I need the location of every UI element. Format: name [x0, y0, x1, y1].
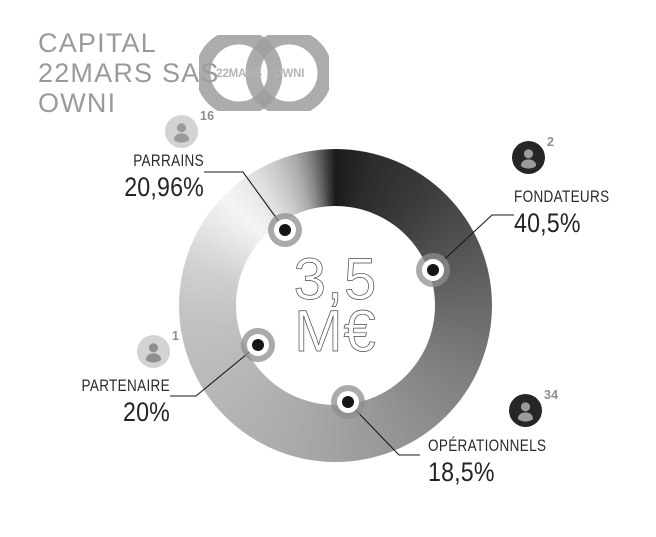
title-line-2: 22MARS SAS	[38, 58, 220, 88]
donut-center-value: 3,5 M€	[236, 206, 435, 405]
label-operationnels-percent: 18,5%	[428, 457, 495, 487]
avatar-count-fondateurs: 2	[547, 135, 555, 149]
label-partenaire: PARTENAIRE 20%	[10, 377, 170, 428]
person-icon	[173, 123, 190, 143]
center-amount: 3,5	[293, 246, 378, 312]
avatar-parrains: 16	[165, 109, 214, 148]
leader-line-parrains	[204, 171, 286, 231]
marker-dot	[427, 264, 439, 276]
marker-operationnels[interactable]	[331, 385, 365, 419]
avatar-count-partenaire: 1	[172, 329, 180, 343]
person-icon	[145, 343, 162, 363]
page-title: CAPITAL 22MARS SAS OWNI	[38, 30, 220, 120]
avatar-fondateurs: 2	[512, 135, 554, 174]
label-operationnels-category: OPÉRATIONNELS	[428, 437, 547, 455]
label-parrains: PARRAINS 20,96%	[40, 152, 204, 203]
label-fondateurs-percent: 40,5%	[514, 208, 581, 238]
avatar-count-parrains: 16	[200, 109, 215, 123]
leader-line-fondateurs	[432, 214, 514, 271]
avatar-operationnels: 34	[509, 388, 558, 427]
marker-fondateurs[interactable]	[416, 253, 450, 287]
label-parrains-percent: 20,96%	[124, 172, 204, 202]
marker-parrains[interactable]	[268, 213, 302, 247]
label-partenaire-category: PARTENAIRE	[81, 377, 170, 395]
label-operationnels: OPÉRATIONNELS 18,5%	[428, 437, 618, 488]
label-fondateurs: FONDATEURS 40,5%	[514, 188, 656, 239]
brand-logo: 22MARS OWNI	[199, 35, 329, 111]
marker-dot	[252, 339, 264, 351]
label-partenaire-percent: 20%	[123, 397, 170, 427]
marker-partenaire[interactable]	[241, 328, 275, 362]
logo-rings-icon: 22MARS OWNI	[199, 35, 329, 111]
person-icon	[517, 402, 534, 422]
center-unit: M€	[294, 298, 377, 364]
title-line-3: OWNI	[38, 88, 117, 118]
logo-right-label: OWNI	[274, 68, 305, 80]
logo-left-label: 22MARS	[216, 68, 262, 80]
person-icon	[520, 149, 537, 169]
label-fondateurs-category: FONDATEURS	[514, 188, 610, 206]
label-parrains-category: PARRAINS	[133, 152, 204, 170]
avatar-partenaire: 1	[137, 329, 179, 368]
donut-hole	[236, 206, 435, 405]
leader-line-partenaire	[170, 344, 259, 397]
leader-line-operationnels	[347, 401, 420, 456]
marker-dot	[279, 224, 291, 236]
avatar-count-operationnels: 34	[544, 388, 559, 402]
marker-dot	[342, 396, 354, 408]
title-line-1: CAPITAL	[38, 28, 157, 58]
